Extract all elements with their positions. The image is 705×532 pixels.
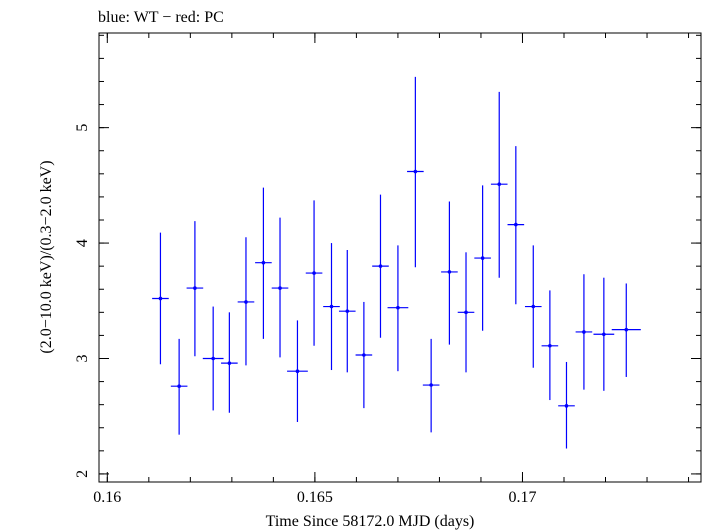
data-marker (548, 343, 552, 348)
data-point (186, 221, 204, 357)
data-point (221, 312, 238, 413)
data-marker (158, 296, 163, 301)
x-tick-label: 0.165 (297, 489, 333, 506)
data-marker (244, 300, 248, 304)
data-marker (211, 356, 215, 361)
data-point (474, 185, 491, 331)
chart-title: blue: WT − red: PC (98, 9, 224, 26)
data-point (355, 301, 373, 409)
data-point (387, 245, 409, 372)
data-marker (514, 222, 518, 227)
x-axis-label: Time Since 58172.0 MJD (days) (266, 513, 475, 530)
data-marker (345, 309, 350, 313)
data-marker (497, 182, 502, 187)
data-point (422, 338, 440, 433)
data-marker (413, 169, 418, 174)
data-marker (193, 286, 197, 290)
data-point (305, 200, 323, 346)
data-marker (480, 256, 485, 260)
axis-tick-labels: 0.16 0.165 0.17 2 3 4 5 (74, 124, 536, 506)
data-marker (464, 310, 468, 315)
data-points (152, 76, 641, 449)
data-marker (329, 304, 334, 309)
data-point (593, 277, 615, 391)
data-marker (227, 361, 232, 365)
plot-frame (98, 32, 702, 483)
y-tick-label: 5 (74, 124, 91, 132)
data-marker (312, 271, 316, 275)
data-marker (447, 270, 452, 274)
data-point (170, 338, 188, 435)
data-marker (378, 264, 383, 268)
data-point (271, 217, 289, 358)
axis-ticks (99, 33, 701, 482)
data-point (558, 361, 575, 449)
data-point (152, 232, 169, 365)
x-tick-label: 0.16 (93, 489, 121, 506)
data-point (575, 274, 593, 390)
data-marker (261, 260, 266, 265)
data-point (323, 243, 340, 371)
data-marker (429, 383, 433, 387)
data-point (287, 320, 308, 422)
data-marker (362, 353, 366, 357)
data-point (338, 249, 356, 373)
data-point (541, 290, 559, 401)
data-point (237, 237, 255, 366)
data-marker (602, 332, 606, 337)
data-point (507, 146, 525, 305)
data-point (372, 194, 389, 338)
data-point (611, 283, 641, 377)
data-marker (295, 369, 300, 373)
y-tick-label: 2 (74, 470, 91, 478)
data-point (202, 306, 224, 411)
data-point (255, 187, 272, 339)
data-marker (278, 286, 282, 290)
y-axis-label: (2.0−10.0 keV)/(0.3−2.0 keV) (38, 160, 55, 353)
data-marker (564, 404, 569, 408)
data-point (407, 76, 424, 268)
data-marker (624, 327, 629, 332)
y-tick-label: 4 (74, 239, 91, 247)
data-marker (396, 305, 400, 310)
data-point (441, 201, 458, 345)
data-point (524, 245, 542, 368)
y-tick-label: 3 (74, 354, 91, 362)
data-marker (531, 304, 536, 309)
data-marker (582, 330, 586, 334)
data-point (490, 91, 508, 278)
data-marker (177, 384, 181, 388)
x-tick-label: 0.17 (508, 489, 536, 506)
data-point (457, 252, 475, 373)
